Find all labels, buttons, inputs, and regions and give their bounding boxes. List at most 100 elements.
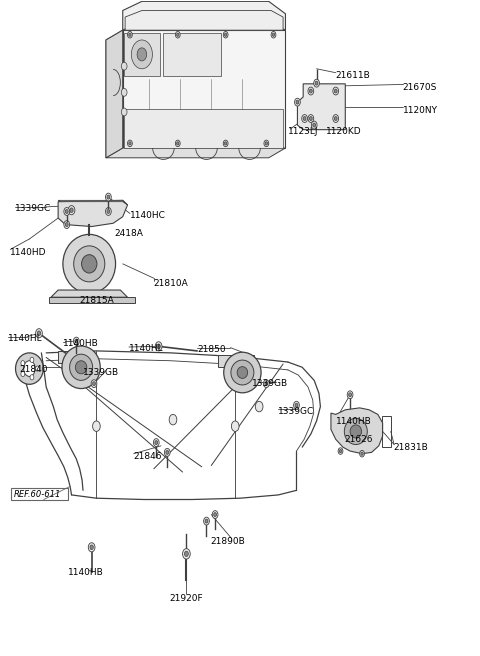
Circle shape: [312, 121, 317, 129]
Circle shape: [334, 117, 337, 121]
Circle shape: [129, 33, 131, 36]
Circle shape: [132, 40, 153, 69]
Polygon shape: [106, 148, 286, 158]
Circle shape: [121, 108, 127, 116]
Circle shape: [315, 81, 318, 85]
Ellipse shape: [231, 360, 254, 385]
Bar: [218, 356, 254, 367]
Text: 1140HC: 1140HC: [130, 211, 166, 220]
Circle shape: [347, 391, 353, 399]
Circle shape: [93, 382, 96, 386]
Bar: [382, 416, 391, 447]
Circle shape: [184, 551, 188, 556]
Circle shape: [90, 545, 93, 550]
Text: REF.60-611: REF.60-611: [14, 490, 61, 499]
Circle shape: [264, 380, 269, 388]
Circle shape: [204, 517, 209, 525]
Circle shape: [75, 339, 78, 343]
Circle shape: [37, 331, 41, 335]
Text: 21920F: 21920F: [169, 594, 203, 603]
Text: 21846: 21846: [134, 453, 162, 461]
Circle shape: [21, 361, 25, 366]
Circle shape: [223, 140, 228, 147]
Ellipse shape: [70, 354, 93, 380]
Text: 1339GB: 1339GB: [83, 368, 119, 377]
Circle shape: [106, 207, 111, 215]
Circle shape: [64, 207, 70, 215]
Text: 2418A: 2418A: [115, 228, 144, 237]
Bar: [163, 33, 221, 76]
Ellipse shape: [63, 234, 116, 293]
Circle shape: [294, 401, 300, 409]
Ellipse shape: [237, 367, 248, 379]
Circle shape: [272, 33, 275, 36]
Circle shape: [30, 358, 34, 363]
Circle shape: [106, 193, 111, 201]
Circle shape: [265, 382, 268, 386]
Circle shape: [65, 209, 68, 213]
Circle shape: [24, 361, 35, 377]
Circle shape: [73, 337, 79, 345]
Text: 1140HB: 1140HB: [68, 567, 104, 577]
Circle shape: [360, 451, 364, 457]
Circle shape: [302, 115, 308, 123]
Polygon shape: [106, 30, 123, 158]
Ellipse shape: [350, 425, 361, 438]
Circle shape: [175, 31, 180, 38]
Circle shape: [308, 87, 314, 95]
Circle shape: [121, 62, 127, 70]
Polygon shape: [125, 10, 283, 30]
Text: 21890B: 21890B: [210, 537, 245, 546]
Circle shape: [169, 415, 177, 425]
Text: 1140HB: 1140HB: [336, 417, 372, 426]
Polygon shape: [123, 1, 286, 30]
Circle shape: [214, 512, 216, 516]
Ellipse shape: [74, 246, 105, 282]
Circle shape: [107, 195, 110, 199]
Polygon shape: [58, 200, 128, 226]
Text: 1123LJ: 1123LJ: [288, 127, 318, 136]
Circle shape: [128, 140, 132, 147]
Circle shape: [264, 140, 269, 147]
Circle shape: [64, 220, 70, 228]
Circle shape: [182, 548, 190, 559]
Circle shape: [177, 33, 179, 36]
Circle shape: [164, 449, 170, 457]
Circle shape: [205, 519, 208, 523]
Circle shape: [338, 448, 343, 455]
Polygon shape: [123, 30, 286, 148]
Circle shape: [361, 452, 363, 455]
Circle shape: [154, 439, 159, 447]
Circle shape: [21, 371, 25, 377]
Circle shape: [225, 33, 227, 36]
Polygon shape: [331, 408, 383, 454]
Circle shape: [156, 342, 162, 351]
Circle shape: [296, 100, 299, 104]
Text: 1140HL: 1140HL: [129, 344, 164, 354]
Text: 1339GC: 1339GC: [15, 205, 51, 213]
Text: 21611B: 21611B: [336, 71, 371, 80]
Text: 21810A: 21810A: [154, 279, 189, 288]
Circle shape: [166, 451, 168, 455]
Circle shape: [36, 366, 39, 371]
Circle shape: [295, 403, 298, 407]
Text: 1339GB: 1339GB: [252, 379, 288, 388]
Circle shape: [314, 79, 320, 87]
Circle shape: [36, 329, 42, 338]
Circle shape: [157, 344, 160, 348]
Circle shape: [303, 117, 306, 121]
Text: 21670S: 21670S: [403, 83, 437, 92]
Polygon shape: [48, 297, 135, 303]
Ellipse shape: [344, 419, 367, 445]
Circle shape: [223, 31, 228, 38]
Circle shape: [30, 375, 34, 380]
Text: 1140HL: 1140HL: [8, 334, 43, 343]
Circle shape: [265, 142, 267, 145]
Circle shape: [175, 140, 180, 147]
Circle shape: [155, 441, 157, 445]
Circle shape: [255, 401, 263, 412]
Ellipse shape: [75, 361, 87, 374]
Polygon shape: [51, 290, 128, 297]
Text: 1120KD: 1120KD: [326, 127, 362, 136]
Circle shape: [129, 142, 131, 145]
